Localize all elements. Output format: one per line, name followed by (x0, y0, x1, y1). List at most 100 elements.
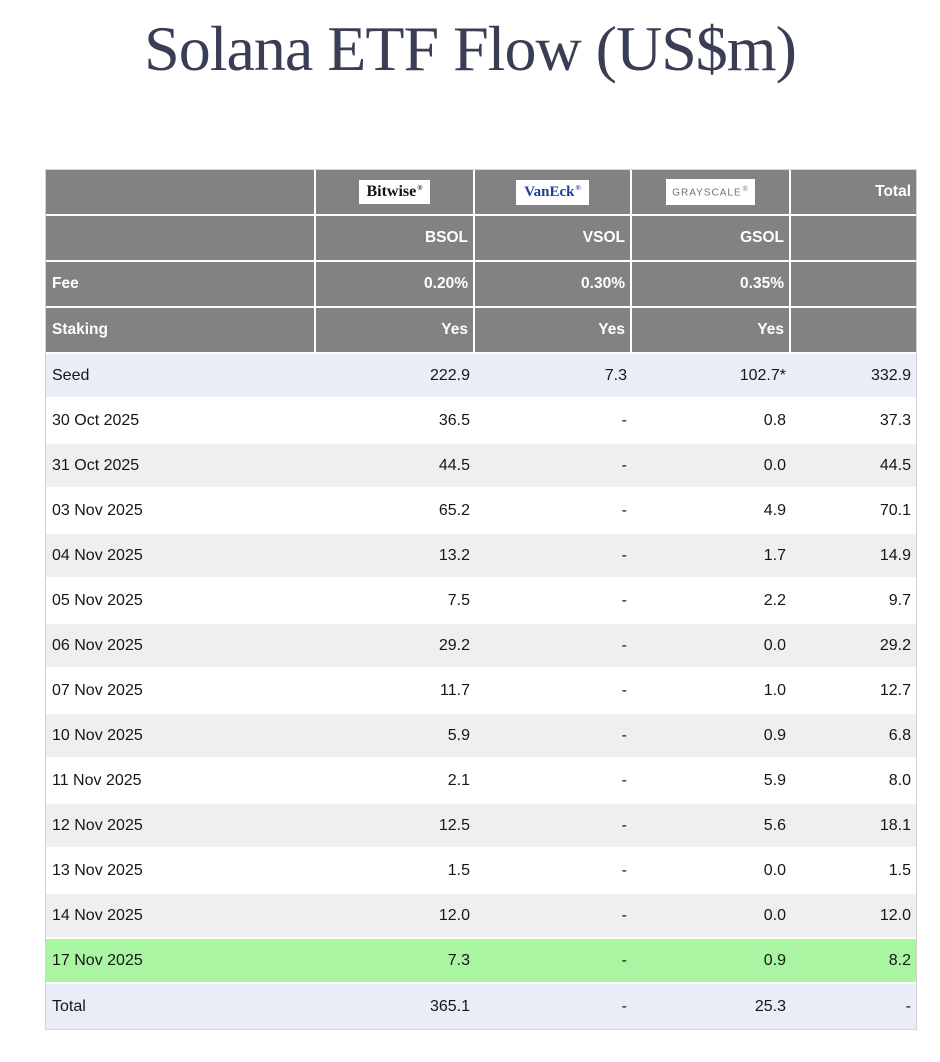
row-value-cell: 0.0 (632, 849, 791, 894)
row-value-cell: 13.2 (316, 534, 475, 579)
row-label-cell: 17 Nov 2025 (46, 939, 316, 984)
row-label-cell: 05 Nov 2025 (46, 579, 316, 624)
row-value-cell: 1.5 (316, 849, 475, 894)
bitwise-logo: Bitwise® (359, 180, 430, 204)
ticker-row-label (46, 216, 316, 262)
ticker-gsol: GSOL (632, 216, 791, 262)
row-value-cell: 0.0 (632, 444, 791, 489)
row-value-cell: 44.5 (791, 444, 916, 489)
row-value-cell: 12.0 (316, 894, 475, 939)
ticker-total-blank (791, 216, 916, 262)
row-value-cell: 0.9 (632, 939, 791, 984)
fee-total-blank (791, 262, 916, 308)
row-value-cell: 7.3 (316, 939, 475, 984)
row-value-cell: 2.1 (316, 759, 475, 804)
row-value-cell: 1.5 (791, 849, 916, 894)
fee-vsol: 0.30% (475, 262, 632, 308)
row-label-cell: Seed (46, 354, 316, 399)
row-value-cell: - (475, 714, 632, 759)
table-row: 04 Nov 2025 13.2-1.7 14.9 (46, 534, 916, 579)
row-value-cell: - (475, 534, 632, 579)
staking-gsol: Yes (632, 308, 791, 354)
table-row: 05 Nov 2025 7.5-2.2 9.7 (46, 579, 916, 624)
row-value-cell: 5.6 (632, 804, 791, 849)
row-value-cell: 1.7 (632, 534, 791, 579)
table-row: 14 Nov 2025 12.0-0.0 12.0 (46, 894, 916, 939)
issuer-logo-row: Bitwise® VanEck® GRAYSCALE® Total (46, 170, 916, 216)
total-column-header: Total (791, 170, 916, 216)
table-row: Total 365.1-25.3- (46, 984, 916, 1029)
row-value-cell: 9.7 (791, 579, 916, 624)
table-row: 10 Nov 2025 5.9-0.9 6.8 (46, 714, 916, 759)
row-value-cell: 8.0 (791, 759, 916, 804)
row-value-cell: 1.0 (632, 669, 791, 714)
issuer-cell-vaneck: VanEck® (475, 170, 632, 216)
table-row: 11 Nov 2025 2.1-5.9 8.0 (46, 759, 916, 804)
row-value-cell: 25.3 (632, 984, 791, 1029)
fee-gsol: 0.35% (632, 262, 791, 308)
row-value-cell: - (475, 759, 632, 804)
row-value-cell: 12.0 (791, 894, 916, 939)
row-value-cell: 5.9 (632, 759, 791, 804)
table-row: 03 Nov 2025 65.2-4.9 70.1 (46, 489, 916, 534)
table-body: Seed 222.9 7.3 102.7* 332.9 30 Oct 2025 36.5-0… (46, 354, 916, 1029)
row-value-cell: 11.7 (316, 669, 475, 714)
table-row: 06 Nov 2025 29.2-0.0 29.2 (46, 624, 916, 669)
row-value-cell: 29.2 (791, 624, 916, 669)
row-value-cell: - (475, 894, 632, 939)
row-value-cell: 222.9 (316, 354, 475, 399)
row-label-cell: 06 Nov 2025 (46, 624, 316, 669)
row-value-cell: - (475, 624, 632, 669)
table-row: 31 Oct 2025 44.5-0.0 44.5 (46, 444, 916, 489)
row-value-cell: 0.0 (632, 624, 791, 669)
ticker-bsol: BSOL (316, 216, 475, 262)
row-value-cell: 36.5 (316, 399, 475, 444)
grayscale-registered-mark: ® (742, 185, 749, 193)
row-value-cell: - (475, 399, 632, 444)
page-title: Solana ETF Flow (US$m) (144, 13, 797, 84)
row-value-cell: 7.3 (475, 354, 632, 399)
row-value-cell: - (475, 804, 632, 849)
row-value-cell: 332.9 (791, 354, 916, 399)
row-value-cell: 14.9 (791, 534, 916, 579)
row-value-cell: 12.5 (316, 804, 475, 849)
row-value-cell: 65.2 (316, 489, 475, 534)
row-value-cell: 37.3 (791, 399, 916, 444)
issuer-cell-grayscale: GRAYSCALE® (632, 170, 791, 216)
row-value-cell: 8.2 (791, 939, 916, 984)
ticker-row: BSOL VSOL GSOL (46, 216, 916, 262)
staking-vsol: Yes (475, 308, 632, 354)
table-row: Seed 222.9 7.3 102.7* 332.9 (46, 354, 916, 399)
row-label-cell: 14 Nov 2025 (46, 894, 316, 939)
table-row: 30 Oct 2025 36.5-0.8 37.3 (46, 399, 916, 444)
ticker-vsol: VSOL (475, 216, 632, 262)
staking-row: Staking Yes Yes Yes (46, 308, 916, 354)
row-label-cell: 10 Nov 2025 (46, 714, 316, 759)
row-value-cell: 6.8 (791, 714, 916, 759)
corner-cell (46, 170, 316, 216)
row-label-cell: 31 Oct 2025 (46, 444, 316, 489)
row-value-cell: 70.1 (791, 489, 916, 534)
row-value-cell: 0.0 (632, 894, 791, 939)
table-row: 07 Nov 2025 11.7-1.0 12.7 (46, 669, 916, 714)
row-value-cell: - (475, 984, 632, 1029)
row-value-cell: 44.5 (316, 444, 475, 489)
solana-etf-flow-table: Bitwise® VanEck® GRAYSCALE® Total BSOL V… (45, 169, 917, 1030)
row-value-cell: 0.9 (632, 714, 791, 759)
row-label-cell: 11 Nov 2025 (46, 759, 316, 804)
staking-row-label: Staking (46, 308, 316, 354)
row-value-cell: - (475, 444, 632, 489)
row-label-cell: 30 Oct 2025 (46, 399, 316, 444)
issuer-cell-bitwise: Bitwise® (316, 170, 475, 216)
row-value-cell: 7.5 (316, 579, 475, 624)
table-row: 12 Nov 2025 12.5-5.6 18.1 (46, 804, 916, 849)
vaneck-logo: VanEck® (516, 179, 589, 205)
row-value-cell: 102.7* (632, 354, 791, 399)
row-value-cell: 18.1 (791, 804, 916, 849)
row-label-cell: Total (46, 984, 316, 1029)
row-value-cell: - (475, 849, 632, 894)
row-value-cell: 2.2 (632, 579, 791, 624)
row-value-cell: - (475, 489, 632, 534)
row-value-cell: 365.1 (316, 984, 475, 1029)
fee-row-label: Fee (46, 262, 316, 308)
